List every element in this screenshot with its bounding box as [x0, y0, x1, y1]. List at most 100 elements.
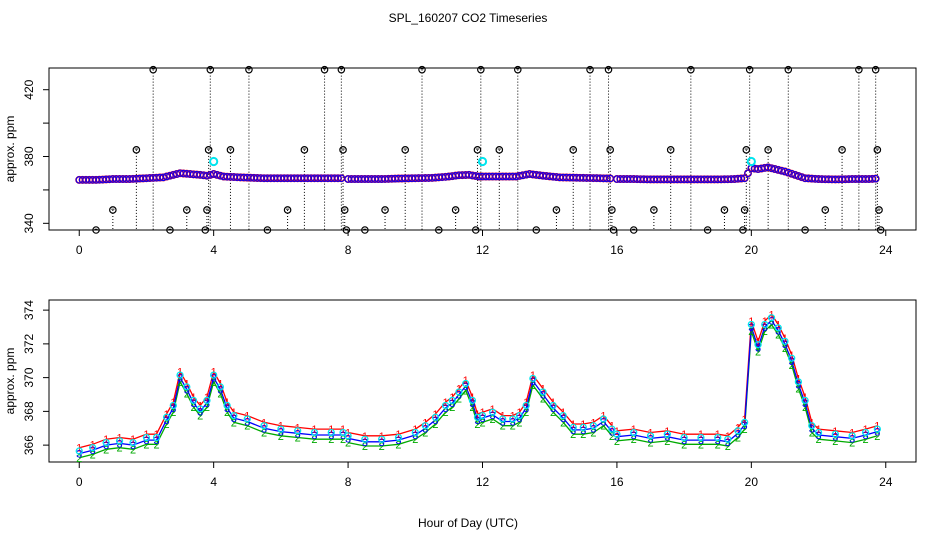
series-marker-2: 2	[379, 441, 385, 453]
mean-marker	[361, 435, 369, 443]
outlier-point	[300, 146, 309, 154]
mean-marker	[559, 411, 567, 420]
mean-marker	[75, 447, 83, 455]
mean-marker	[848, 432, 856, 440]
mean-marker	[630, 428, 638, 437]
bottom-y-tick-label: 372	[22, 334, 36, 354]
outlier-point	[245, 65, 253, 74]
series-marker-2: 2	[345, 438, 351, 450]
series-marker-2: 2	[362, 441, 368, 453]
top-panel-frame	[48, 67, 917, 231]
top-y-tick-label: 420	[22, 79, 36, 99]
series-marker-2: 2	[725, 441, 731, 453]
outlier-point	[471, 226, 480, 234]
outlier-point	[226, 146, 235, 154]
series-marker-2: 2	[211, 377, 217, 389]
mean-marker	[608, 425, 616, 433]
series-marker-2: 2	[479, 417, 485, 429]
series-marker-2: 2	[184, 389, 190, 401]
top-panel-baseline-points	[75, 163, 880, 184]
mean-marker	[794, 378, 803, 386]
series-marker-2: 2	[500, 421, 506, 433]
outlier-point	[435, 226, 443, 234]
series-marker-2: 2	[510, 421, 516, 433]
top-panel-outliers	[92, 65, 885, 234]
bottom-panel-axes: 0 4 8 12 16 20 24 366 368 370 372 374	[22, 300, 893, 489]
figure-title: SPL_160207 CO2 Timeseries	[389, 11, 548, 25]
series-line-2	[79, 380, 343, 459]
mean-marker	[260, 422, 268, 430]
series-marker-2: 2	[832, 436, 838, 448]
mean-marker	[814, 428, 823, 437]
series-marker-2: 2	[681, 439, 687, 451]
series-marker-2: 2	[295, 433, 301, 445]
outlier-point	[361, 226, 369, 234]
outlier-point	[608, 206, 616, 214]
highlight-point	[209, 156, 219, 167]
outlier-point	[477, 65, 485, 74]
outlier-point	[339, 146, 347, 154]
mean-marker	[203, 396, 211, 405]
series-marker-2: 2	[449, 402, 455, 414]
series-marker-2: 2	[432, 419, 438, 431]
mean-marker	[478, 411, 487, 420]
mean-marker	[680, 433, 688, 442]
outlier-point	[342, 226, 351, 234]
bottom-x-tick-label: 0	[76, 475, 83, 489]
outlier-point	[552, 206, 561, 214]
series-marker-2: 2	[782, 343, 788, 355]
outlier-point	[764, 146, 772, 154]
series-marker-2: 2	[442, 407, 448, 419]
series-line-2	[616, 323, 878, 447]
baseline-point	[737, 174, 746, 183]
series-marker-2: 2	[809, 427, 815, 439]
series-marker-2: 2	[742, 424, 748, 436]
series-marker-2: 2	[224, 407, 230, 419]
series-line-2	[347, 383, 613, 447]
mean-marker	[761, 320, 769, 329]
series-marker-2: 2	[278, 431, 284, 443]
series-marker-2: 2	[530, 380, 536, 392]
series-marker-2: 2	[614, 436, 620, 448]
bottom-y-tick-label: 368	[22, 401, 36, 421]
top-panel-ylabel: approx. ppm	[3, 116, 17, 183]
outlier-point	[609, 226, 618, 234]
mean-marker	[310, 428, 319, 437]
series-marker-2: 2	[456, 394, 462, 406]
mean-marker	[774, 324, 782, 332]
mean-marker	[102, 438, 110, 447]
outlier-point	[720, 206, 729, 214]
outlier-point	[666, 146, 675, 154]
mean-marker	[724, 435, 732, 443]
baseline-point	[868, 175, 877, 183]
mean-marker	[499, 415, 507, 423]
top-y-tick-label: 380	[22, 146, 36, 166]
outlier-point	[606, 146, 614, 154]
mean-marker	[529, 374, 537, 383]
series-marker-2: 2	[422, 427, 428, 439]
outlier-point	[283, 206, 292, 214]
outlier-point	[569, 146, 578, 154]
mean-marker	[515, 411, 524, 420]
series-marker-2: 2	[328, 434, 334, 446]
outlier-point	[740, 206, 749, 214]
top-y-tick-label: 340	[22, 213, 36, 233]
mean-marker	[196, 405, 204, 413]
outlier-point	[742, 146, 751, 154]
outlier-point	[340, 206, 349, 214]
series-marker-2: 2	[560, 417, 566, 429]
outlier-point	[873, 146, 882, 154]
mean-marker	[230, 411, 238, 420]
bottom-panel: approx. ppm 0 4 8 12 16 20 24 366 368 370 372 374 1…	[3, 299, 917, 489]
series-marker-2: 2	[170, 407, 176, 419]
mean-marker	[169, 401, 177, 410]
series-marker-2: 2	[143, 439, 149, 451]
mean-marker	[142, 433, 151, 442]
series-marker-2: 2	[490, 414, 496, 426]
bottom-x-tick-label: 16	[610, 475, 624, 489]
mean-marker	[663, 430, 671, 438]
outlier-point	[203, 206, 211, 214]
top-x-tick-label: 20	[745, 243, 759, 257]
outlier-point	[204, 146, 213, 154]
